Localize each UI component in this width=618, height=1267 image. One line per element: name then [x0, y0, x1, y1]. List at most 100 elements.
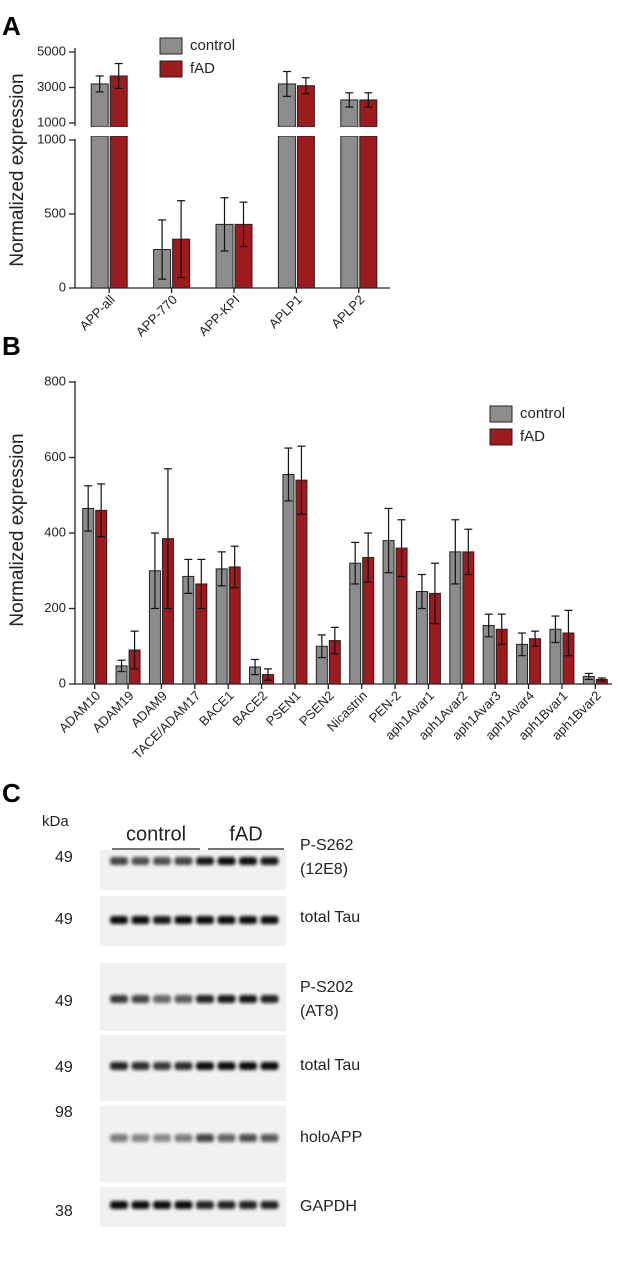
blot-strip: [100, 1187, 286, 1227]
bar-lower: [340, 135, 359, 289]
blot-band: [153, 1134, 171, 1142]
marker-label: 49: [55, 911, 73, 928]
legend-swatch: [489, 428, 513, 446]
error-bar: [95, 75, 104, 93]
blot-band: [196, 1134, 214, 1142]
blot-band: [239, 857, 257, 865]
y-tick-label: 500: [44, 205, 66, 220]
legend-label: control: [520, 405, 565, 422]
error-bar: [297, 445, 306, 515]
error-bar: [239, 201, 248, 248]
blot-strip: [100, 1035, 286, 1101]
blot-strip: [100, 850, 286, 890]
marker-label: 38: [55, 1203, 73, 1220]
blot-band: [110, 857, 128, 865]
blot-band: [239, 1201, 257, 1209]
blot-band: [131, 1062, 150, 1070]
error-bar: [484, 613, 493, 638]
bar-lower: [109, 135, 128, 289]
legend-swatch: [159, 60, 183, 78]
x-tick-label: APLP1: [266, 292, 305, 331]
legend-label: control: [190, 37, 235, 54]
error-bar: [163, 468, 172, 610]
band-label: total Tau: [300, 909, 360, 926]
error-bar: [84, 485, 93, 532]
blot-band: [196, 916, 214, 924]
blot-band: [260, 916, 279, 924]
band-label: GAPDH: [300, 1198, 357, 1215]
blot-band: [217, 916, 236, 924]
band-label: P-S262: [300, 837, 353, 854]
blot-band: [239, 916, 257, 924]
blot-band: [174, 1134, 193, 1142]
y-axis-label: Normalized expression: [7, 433, 28, 626]
blot-band: [174, 995, 193, 1003]
panel-label: B: [2, 331, 21, 361]
error-bar: [184, 558, 193, 595]
error-bar: [430, 562, 439, 625]
legend-swatch: [489, 405, 513, 423]
x-tick-label: APP-KPI: [196, 292, 243, 339]
marker-label: 98: [55, 1104, 73, 1121]
x-tick-label: BACE2: [229, 688, 270, 729]
unit-label: kDa: [42, 813, 69, 830]
error-bar: [597, 677, 606, 682]
error-bar: [497, 613, 506, 645]
error-bar: [397, 519, 406, 578]
blot-band: [110, 995, 128, 1003]
y-tick-label: 200: [44, 600, 66, 615]
error-bar: [284, 447, 293, 502]
y-tick-label: 400: [44, 524, 66, 539]
axis-break: [66, 127, 392, 136]
error-bar: [551, 615, 560, 644]
x-tick-label: BACE1: [196, 688, 237, 729]
blot-band: [131, 995, 150, 1003]
error-bar: [130, 630, 139, 670]
error-bar: [364, 92, 373, 108]
error-bar: [217, 551, 226, 587]
blot-band: [196, 1062, 214, 1070]
error-bar: [345, 92, 354, 108]
error-bar: [114, 62, 123, 89]
blot-band: [153, 1201, 171, 1209]
blot-band: [110, 916, 128, 924]
blot-band: [196, 995, 214, 1003]
panel-label: C: [2, 778, 21, 808]
error-bar: [464, 528, 473, 576]
error-bar: [220, 197, 229, 252]
blot-band: [110, 1062, 128, 1070]
blot-band: [217, 995, 236, 1003]
error-bar: [384, 507, 393, 574]
y-tick-label: 600: [44, 449, 66, 464]
y-tick-label: 1000: [37, 114, 66, 129]
blot-band: [110, 1201, 128, 1209]
blot-band: [239, 1134, 257, 1142]
error-bar: [264, 668, 273, 681]
marker-label: 49: [55, 849, 73, 866]
blot-band: [174, 1062, 193, 1070]
blot-strip: [100, 1106, 286, 1182]
blot-band: [260, 1134, 279, 1142]
blot-band: [217, 857, 236, 865]
blot-band: [131, 857, 150, 865]
blot-band: [196, 1201, 214, 1209]
error-bar: [317, 634, 326, 659]
legend-label: fAD: [520, 428, 545, 445]
y-tick-label: 3000: [37, 79, 66, 94]
blot-band: [260, 857, 279, 865]
blot-band: [239, 1062, 257, 1070]
bar-lower: [277, 135, 296, 289]
legend-label: fAD: [190, 60, 215, 77]
x-tick-label: APLP2: [328, 292, 367, 331]
bar-lower: [296, 135, 315, 289]
y-tick-label: 1000: [37, 131, 66, 146]
legend-swatch: [159, 37, 183, 55]
blot-band: [174, 857, 193, 865]
y-tick-label: 0: [59, 675, 66, 690]
panel-label: A: [2, 11, 21, 41]
error-bar: [150, 532, 159, 610]
blot-band: [131, 916, 150, 924]
blot-band: [131, 1134, 150, 1142]
band-label: holoAPP: [300, 1129, 362, 1146]
band-label: (12E8): [300, 861, 348, 878]
